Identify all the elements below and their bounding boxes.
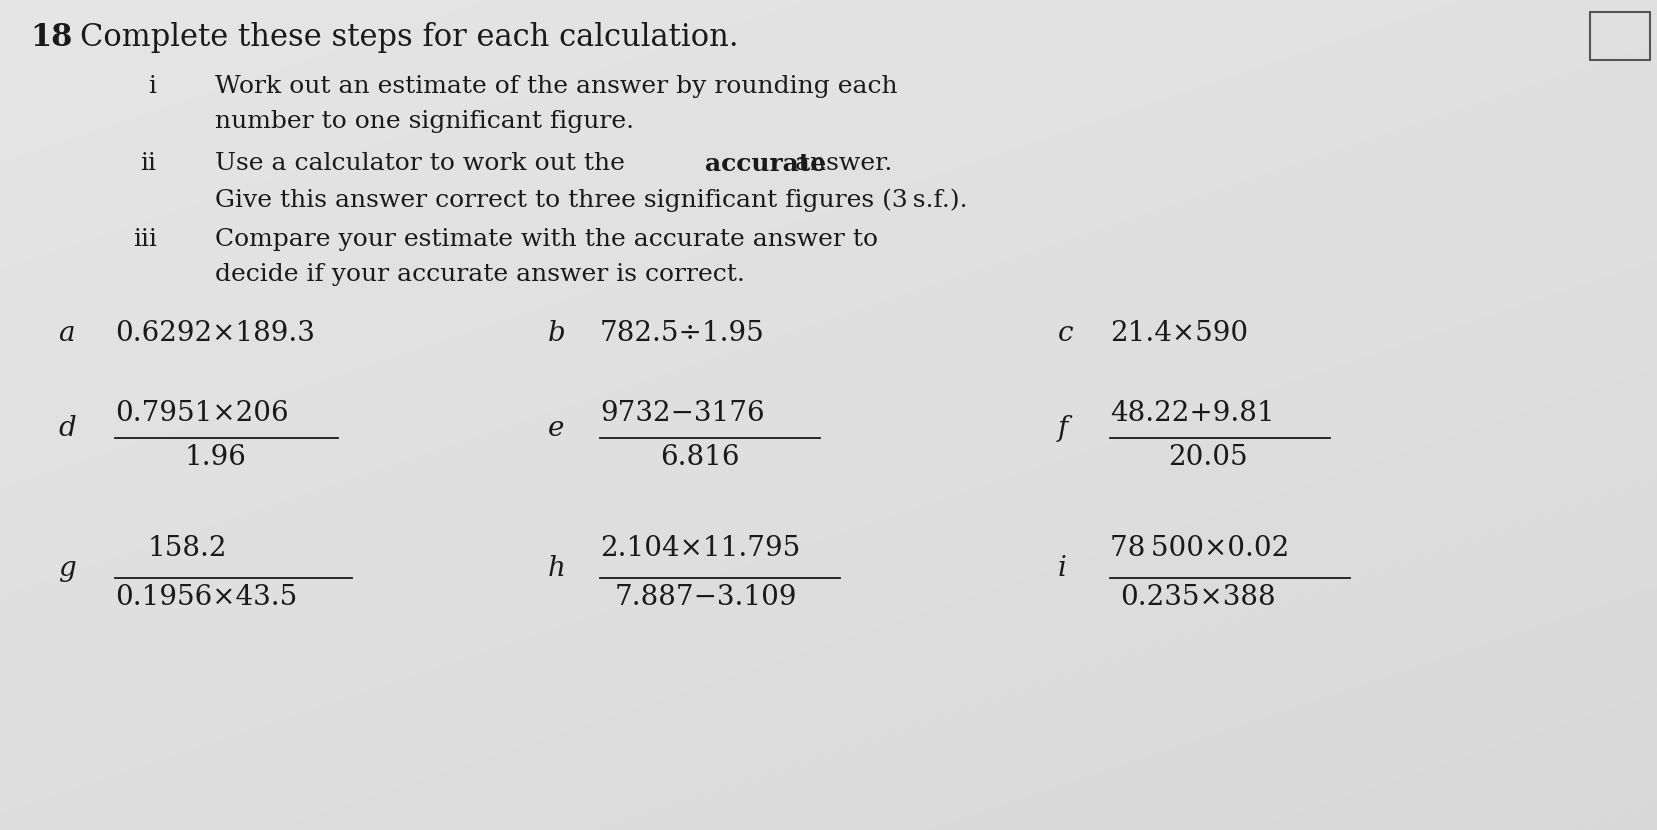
Text: f: f (1057, 415, 1067, 442)
Text: 0.7951×206: 0.7951×206 (114, 400, 288, 427)
Text: 7.887−3.109: 7.887−3.109 (615, 584, 797, 611)
Text: b: b (548, 320, 565, 347)
Text: ii: ii (139, 152, 156, 175)
Text: 48.22+9.81: 48.22+9.81 (1109, 400, 1274, 427)
Text: Compare your estimate with the accurate answer to: Compare your estimate with the accurate … (215, 228, 878, 251)
Text: e: e (548, 415, 563, 442)
Text: a: a (58, 320, 75, 347)
Text: 0.6292×189.3: 0.6292×189.3 (114, 320, 315, 347)
Text: Complete these steps for each calculation.: Complete these steps for each calculatio… (80, 22, 737, 53)
Text: number to one significant figure.: number to one significant figure. (215, 110, 633, 133)
Text: 1.96: 1.96 (186, 444, 247, 471)
Text: 20.05: 20.05 (1167, 444, 1246, 471)
Text: 0.235×388: 0.235×388 (1120, 584, 1274, 611)
Text: 21.4×590: 21.4×590 (1109, 320, 1248, 347)
Text: 18: 18 (30, 22, 73, 53)
Text: d: d (58, 415, 76, 442)
Text: c: c (1057, 320, 1072, 347)
Text: 9732−3176: 9732−3176 (600, 400, 764, 427)
Text: Work out an estimate of the answer by rounding each: Work out an estimate of the answer by ro… (215, 75, 896, 98)
Text: 0.1956×43.5: 0.1956×43.5 (114, 584, 297, 611)
Text: i: i (147, 75, 156, 98)
Text: 158.2: 158.2 (147, 535, 227, 562)
Text: answer.: answer. (787, 152, 891, 175)
Text: 782.5÷1.95: 782.5÷1.95 (600, 320, 764, 347)
Bar (1589, 12, 1649, 60)
Text: iii: iii (133, 228, 157, 251)
Text: Give this answer correct to three significant figures (3 s.f.).: Give this answer correct to three signif… (215, 188, 968, 212)
Text: h: h (548, 555, 565, 582)
Text: i: i (1057, 555, 1065, 582)
Text: accurate: accurate (704, 152, 825, 176)
Text: 78 500×0.02: 78 500×0.02 (1109, 535, 1289, 562)
Text: decide if your accurate answer is correct.: decide if your accurate answer is correc… (215, 263, 744, 286)
Text: 6.816: 6.816 (659, 444, 739, 471)
Text: Use a calculator to work out the: Use a calculator to work out the (215, 152, 633, 175)
Text: g: g (58, 555, 76, 582)
Text: 2.104×11.795: 2.104×11.795 (600, 535, 800, 562)
